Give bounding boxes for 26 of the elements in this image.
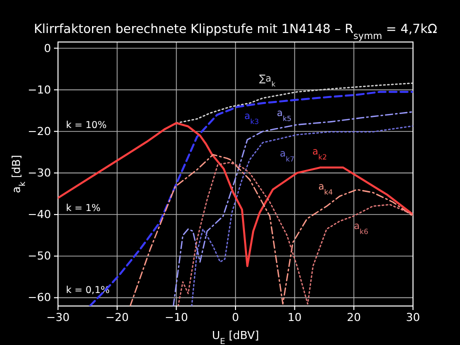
- x-tick-label: −10: [164, 310, 188, 324]
- series-label: a$_{k3}$: [244, 110, 259, 126]
- y-tick-label: −40: [28, 208, 51, 222]
- x-axis-title: U$_{E}$ [dBV]: [212, 329, 260, 345]
- chart-title: Klirrfaktoren berechnete Klippstufe mit 1N4148 – R$_{symm}$ = 4,7kΩ: [34, 21, 438, 42]
- y-tick-label: −10: [28, 83, 51, 96]
- x-tick-label: 30: [406, 310, 420, 324]
- y-tick-label: −20: [28, 124, 51, 138]
- series-label: a$_{k4}$: [318, 182, 334, 196]
- series-label: a$_{k5}$: [276, 108, 292, 123]
- y-tick-label: −50: [28, 250, 51, 263]
- annotation: k = 10%: [66, 120, 107, 131]
- series-label: a$_{k2}$: [312, 146, 327, 161]
- y-tick-label: −30: [28, 166, 51, 180]
- annotation: k = 1%: [66, 203, 101, 214]
- annotation: k = 0,1%: [66, 285, 110, 296]
- series-label: ∑a$_{k}$: [259, 73, 276, 88]
- y-tick-label: −60: [28, 291, 51, 304]
- series-label: a$_{k6}$: [354, 221, 369, 236]
- x-tick-label: 0: [232, 310, 239, 324]
- x-tick-label: −30: [46, 310, 70, 324]
- x-tick-label: 10: [288, 310, 302, 324]
- y-tick-label: 0: [44, 42, 51, 55]
- x-tick-label: −20: [106, 310, 129, 324]
- x-tick-label: 20: [346, 310, 361, 324]
- series-label: a$_{k7}$: [280, 148, 294, 163]
